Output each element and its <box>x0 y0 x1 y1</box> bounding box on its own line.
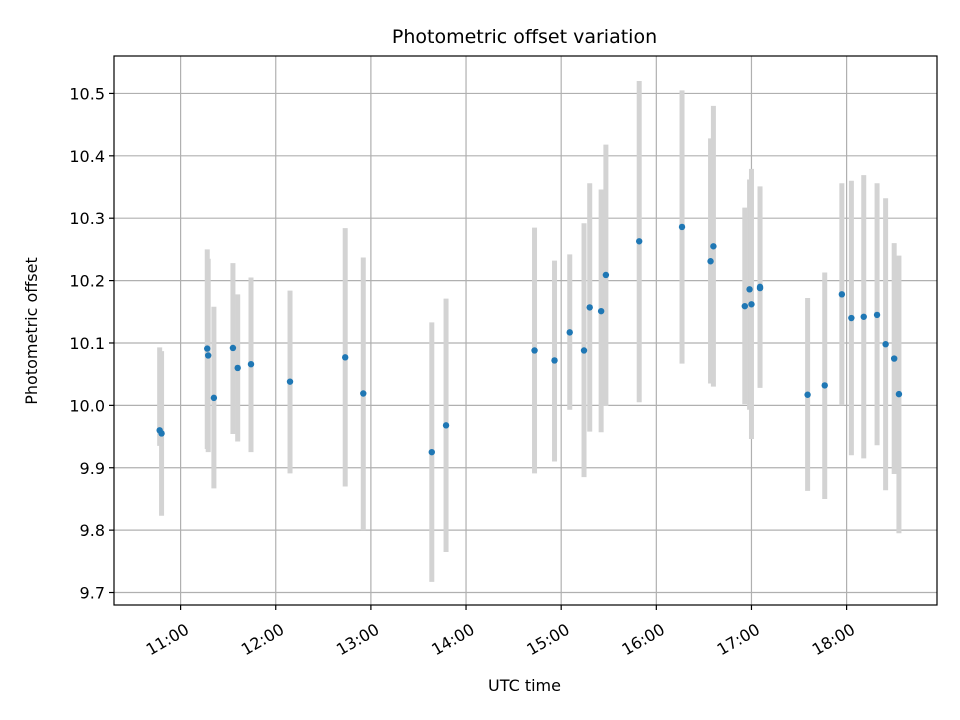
y-axis-label: Photometric offset <box>22 257 41 405</box>
data-point <box>566 329 573 336</box>
plot-frame <box>113 55 938 606</box>
data-point <box>635 238 643 245</box>
data-point <box>204 352 212 359</box>
data-point <box>890 355 898 362</box>
data-point <box>580 347 588 354</box>
data-point <box>360 390 367 397</box>
y-tick-label: 9.7 <box>80 584 105 603</box>
y-tick-label: 10.2 <box>69 272 105 291</box>
data-points <box>156 223 903 456</box>
y-tick-label: 9.9 <box>80 459 105 478</box>
data-point <box>756 284 764 292</box>
y-tick-label: 10.3 <box>69 209 105 228</box>
y-tick-label: 10.4 <box>69 147 105 166</box>
data-point <box>804 391 811 398</box>
data-point <box>882 341 889 348</box>
data-point <box>710 243 717 250</box>
chart-title: Photometric offset variation <box>392 26 657 48</box>
y-tick-label: 10.0 <box>69 396 105 415</box>
data-point <box>602 271 610 279</box>
data-point <box>428 448 435 456</box>
data-point <box>746 286 753 293</box>
data-point <box>678 223 686 231</box>
data-point <box>551 357 558 364</box>
data-point <box>860 313 867 320</box>
y-axis-ticks: 9.7 9.8 9.9 10.0 10.1 10.2 10.3 10.4 10.5 <box>69 84 114 603</box>
x-axis-label: UTC time <box>488 676 561 695</box>
data-point <box>821 382 828 389</box>
data-point <box>204 345 211 352</box>
data-point <box>597 307 605 315</box>
y-tick-label: 10.1 <box>69 334 105 353</box>
data-point <box>158 430 165 437</box>
data-point <box>229 344 237 352</box>
data-point <box>531 347 538 354</box>
data-point <box>748 301 755 308</box>
data-point <box>342 354 349 361</box>
data-point <box>848 314 855 322</box>
data-point <box>873 311 881 319</box>
data-point <box>247 360 255 368</box>
data-point <box>442 422 450 429</box>
data-point <box>707 258 714 265</box>
data-point <box>586 304 593 311</box>
data-point <box>210 394 218 402</box>
data-point <box>286 378 294 385</box>
data-point <box>895 390 903 398</box>
y-tick-label: 10.5 <box>69 84 105 103</box>
data-point <box>838 291 846 298</box>
y-tick-label: 9.8 <box>80 521 105 540</box>
data-point <box>234 364 241 372</box>
data-point <box>741 302 749 310</box>
